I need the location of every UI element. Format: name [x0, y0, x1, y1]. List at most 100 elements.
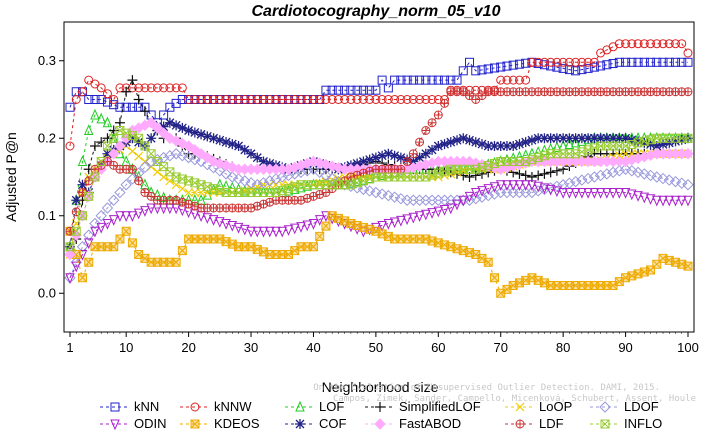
- data-point-ldf: [408, 149, 418, 159]
- data-point-odin: [296, 222, 306, 233]
- data-point-odin: [421, 209, 431, 221]
- data-point-cof: [576, 133, 587, 144]
- data-point-knn: [377, 75, 387, 85]
- series-kdeos: [65, 211, 693, 298]
- data-point-cof: [445, 137, 456, 148]
- data-point-knn: [496, 62, 506, 72]
- data-point-cof: [202, 131, 213, 142]
- data-point-knn: [683, 57, 693, 67]
- data-point-cof: [539, 133, 550, 144]
- data-point-knnw: [327, 95, 337, 104]
- data-point-knn: [658, 57, 668, 67]
- data-point-knn: [333, 85, 343, 95]
- data-point-odin: [633, 191, 643, 202]
- data-point-cof: [377, 150, 388, 161]
- data-point-ldof: [532, 185, 544, 197]
- data-point-odin: [527, 180, 537, 191]
- data-point-cof: [189, 127, 200, 138]
- data-point-cof: [395, 152, 406, 163]
- data-point-knnw: [152, 83, 162, 93]
- data-point-knn: [564, 65, 574, 75]
- data-point-knnw: [377, 95, 387, 104]
- data-point-loop: [184, 188, 194, 197]
- data-point-odin: [620, 188, 631, 199]
- data-point-ldf: [427, 118, 437, 128]
- data-point-knn: [664, 57, 674, 67]
- data-point-odin: [252, 226, 263, 238]
- data-point-knnw: [564, 57, 574, 67]
- data-point-inflo: [159, 162, 169, 172]
- data-point-knnw: [65, 141, 75, 151]
- data-point-ldf: [683, 87, 693, 97]
- data-point-kdeos: [171, 257, 181, 267]
- data-point-inflo: [109, 133, 119, 143]
- data-point-knnw: [415, 95, 425, 104]
- data-point-simplifiedlof: [520, 170, 531, 181]
- data-point-knn: [433, 75, 443, 85]
- data-point-cof: [508, 141, 519, 151]
- data-point-ldof: [376, 188, 388, 200]
- data-point-ldof: [569, 175, 582, 188]
- data-point-loop: [127, 146, 137, 156]
- data-point-knn: [639, 57, 649, 67]
- data-point-simplifiedlof: [533, 170, 544, 181]
- data-point-cof: [208, 133, 219, 144]
- x-tick-label: 90: [618, 340, 632, 355]
- data-point-knn: [65, 102, 75, 112]
- data-point-knnw: [321, 95, 331, 104]
- data-point-inflo: [96, 157, 106, 166]
- data-point-inflo: [177, 174, 187, 184]
- x-tick-label: 80: [556, 340, 570, 355]
- data-point-knnw: [652, 39, 662, 49]
- data-point-kdeos: [315, 231, 325, 241]
- data-point-loop: [177, 184, 187, 194]
- data-point-loop: [190, 188, 200, 197]
- data-point-knnw: [627, 39, 637, 49]
- data-point-ldof: [601, 168, 613, 180]
- data-point-simplifiedlof: [477, 168, 487, 179]
- data-point-ldof: [395, 192, 407, 205]
- legend-item-odin: ODIN: [100, 416, 167, 431]
- data-point-ldof: [270, 173, 282, 185]
- data-point-ldof: [357, 183, 370, 196]
- data-point-odin: [477, 186, 487, 197]
- data-point-simplifiedlof: [545, 167, 556, 178]
- data-point-knnw: [683, 48, 693, 58]
- data-point-cof: [533, 133, 544, 144]
- data-point-kdeos: [321, 221, 331, 231]
- y-axis: 0.0 0.1 0.2 0.3: [38, 53, 64, 300]
- data-point-inflo: [77, 211, 87, 221]
- data-point-cof: [433, 141, 444, 151]
- legend-marker-knn: [110, 402, 120, 412]
- data-point-odin: [564, 188, 575, 199]
- data-point-odin: [240, 224, 250, 236]
- data-point-knnw: [521, 75, 531, 85]
- data-point-knnw: [283, 95, 293, 104]
- data-point-fastabod: [107, 148, 120, 160]
- data-point-ldof: [644, 169, 657, 182]
- data-point-simplifiedlof: [127, 75, 138, 86]
- data-point-cof: [464, 135, 475, 146]
- data-point-knnw: [496, 75, 506, 85]
- data-point-knn: [121, 102, 131, 112]
- data-point-lof: [83, 124, 94, 135]
- data-point-kdeos: [227, 239, 237, 249]
- data-point-knn: [489, 63, 499, 73]
- data-point-knnw: [184, 95, 194, 104]
- data-point-knn: [321, 85, 331, 95]
- data-point-ldof: [388, 191, 401, 203]
- data-point-knnw: [109, 95, 119, 104]
- data-point-knn: [671, 57, 681, 67]
- data-point-knn: [539, 60, 549, 70]
- data-point-ldof: [276, 171, 288, 183]
- data-point-cof: [214, 135, 225, 146]
- legend-label-kdeos: KDEOS: [214, 416, 260, 431]
- data-point-kdeos: [71, 250, 81, 259]
- data-point-odin: [583, 188, 593, 199]
- data-point-loop: [134, 151, 144, 161]
- x-tick-label: 20: [181, 340, 195, 355]
- data-point-odin: [277, 226, 288, 238]
- data-point-knnw: [96, 83, 106, 93]
- data-point-cof: [252, 152, 263, 163]
- data-point-ldf: [440, 98, 450, 108]
